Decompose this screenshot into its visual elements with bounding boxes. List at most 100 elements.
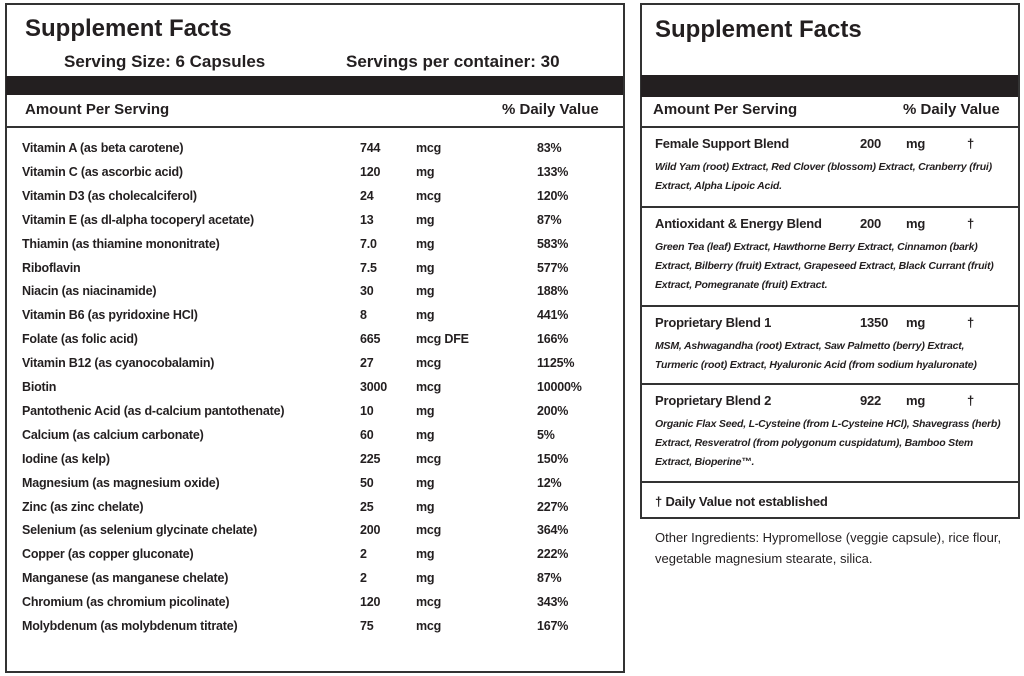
blend-dv: † [967,216,975,231]
nutrient-dv: 5% [537,427,555,442]
nutrient-name: Vitamin B6 (as pyridoxine HCl) [22,308,198,323]
nutrient-unit: mg [416,236,435,251]
nutrient-name: Vitamin A (as beta carotene) [22,141,184,155]
blend-unit: mg [906,216,926,231]
nutrient-amount: 2 [360,571,367,586]
blend-rule [641,481,1018,483]
nutrient-name: Folate (as folic acid) [22,332,138,347]
nutrient-name: Vitamin D3 (as cholecalciferol) [22,188,197,203]
dv-header: % Daily Value [903,101,1000,118]
nutrient-dv: 12% [537,475,562,490]
nutrient-dv: 87% [537,212,562,227]
nutrient-amount: 13 [360,212,374,227]
nutrient-unit: mcg DFE [416,332,469,347]
nutrient-name: Chromium (as chromium picolinate) [22,595,230,610]
nutrient-dv: 577% [537,260,569,275]
blend-ingredients: MSM, Ashwagandha (root) Extract, Saw Pal… [655,340,977,371]
nutrient-amount: 25 [360,499,374,514]
nutrient-dv: 10000% [537,380,582,394]
nutrient-dv: 583% [537,236,569,251]
nutrient-dv: 227% [537,499,569,514]
blend-name: Proprietary Blend 2 [655,393,772,408]
nutrient-amount: 665 [360,332,381,347]
nutrient-unit: mg [416,475,435,490]
nutrient-name: Magnesium (as magnesium oxide) [22,475,220,490]
nutrient-dv: 150% [537,451,569,466]
right-panel [640,3,1020,519]
nutrient-unit: mg [416,284,435,299]
nutrient-dv: 222% [537,547,569,562]
nutrient-name: Vitamin C (as ascorbic acid) [22,164,183,179]
nutrient-unit: mg [416,308,435,323]
blend-name: Antioxidant & Energy Blend [655,216,822,231]
nutrient-amount: 2 [360,547,367,562]
blend-ingredients: Organic Flax Seed, L-Cysteine (from L-Cy… [655,418,1001,468]
nutrient-unit: mcg [416,141,442,155]
left-panel [5,3,625,673]
nutrient-amount: 120 [360,164,381,179]
other-ingredients: Other Ingredients: Hypromellose (veggie … [655,530,1002,566]
nutrient-amount: 75 [360,619,374,633]
nutrient-unit: mcg [416,595,442,610]
blend-amount: 922 [860,393,882,408]
amount-header: Amount Per Serving [653,101,798,118]
blend-unit: mg [906,136,926,151]
nutrient-unit: mcg [416,188,442,203]
blend-amount: 1350 [860,315,889,330]
nutrient-name: Manganese (as manganese chelate) [22,571,229,586]
nutrient-dv: 343% [537,595,569,610]
blend-name: Proprietary Blend 1 [655,315,772,330]
nutrient-unit: mcg [416,619,442,633]
nutrient-unit: mcg [416,356,442,371]
nutrient-name: Calcium (as calcium carbonate) [22,427,204,442]
blend-name: Female Support Blend [655,136,789,151]
blend-unit: mg [906,393,926,408]
nutrient-name: Niacin (as niacinamide) [22,284,157,299]
nutrient-amount: 7.5 [360,260,377,275]
nutrient-amount: 225 [360,451,381,466]
nutrient-name: Vitamin B12 (as cyanocobalamin) [22,356,215,371]
nutrient-unit: mg [416,427,435,442]
nutrient-unit: mcg [416,451,442,466]
nutrient-unit: mcg [416,523,442,538]
nutrient-unit: mg [416,571,435,586]
nutrient-dv: 87% [537,571,562,586]
nutrient-name: Vitamin E (as dl-alpha tocoperyl acetate… [22,212,254,227]
blend-amount: 200 [860,136,882,151]
nutrient-dv: 83% [537,141,562,155]
nutrient-unit: mg [416,164,435,179]
nutrient-unit: mg [416,260,435,275]
nutrient-unit: mcg [416,380,442,394]
nutrient-name: Zinc (as zinc chelate) [22,499,144,514]
servings-per-container: Servings per container: 30 [346,52,560,71]
nutrient-name: Pantothenic Acid (as d-calcium pantothen… [22,403,285,418]
blend-rule [641,383,1018,385]
nutrient-unit: mg [416,212,435,227]
nutrient-dv: 1125% [537,356,575,371]
nutrient-dv: 166% [537,332,569,347]
footnote: † Daily Value not established [655,494,828,509]
nutrient-amount: 10 [360,403,374,418]
nutrient-dv: 364% [537,523,569,538]
black-bar [6,76,623,95]
title: Supplement Facts [25,15,232,42]
nutrient-amount: 60 [360,427,374,442]
blend-rule [641,305,1018,307]
nutrient-name: Biotin [22,380,57,394]
nutrient-unit: mg [416,403,435,418]
blend-dv: † [967,315,975,330]
nutrient-name: Copper (as copper gluconate) [22,547,194,562]
nutrient-amount: 7.0 [360,236,377,251]
title: Supplement Facts [655,16,862,43]
nutrient-amount: 30 [360,284,374,299]
nutrient-dv: 200% [537,403,569,418]
nutrient-name: Riboflavin [22,260,81,275]
nutrient-amount: 27 [360,356,374,371]
dv-header: % Daily Value [502,101,599,118]
nutrient-name: Molybdenum (as molybdenum titrate) [22,619,238,633]
nutrient-unit: mg [416,499,435,514]
blend-dv: † [967,393,975,408]
header-rule [641,126,1018,128]
nutrient-name: Selenium (as selenium glycinate chelate) [22,523,258,538]
